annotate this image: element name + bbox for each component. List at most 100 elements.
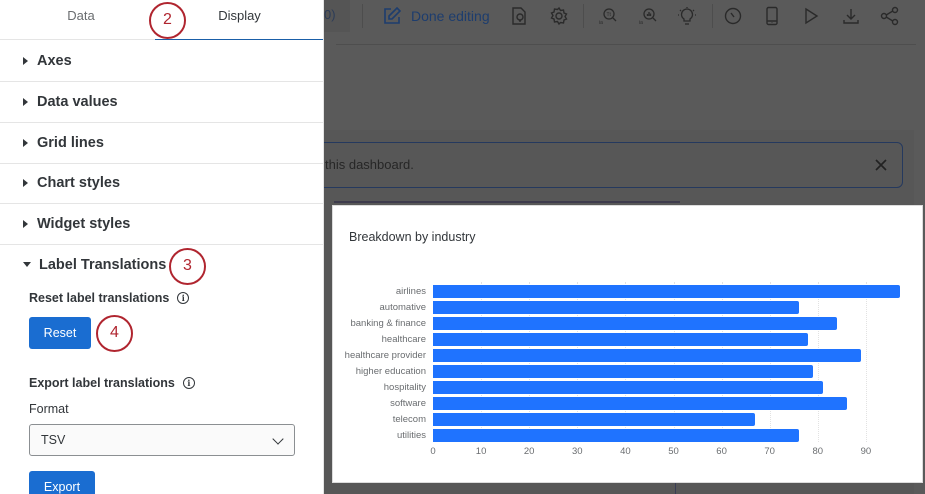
category-label: banking & finance xyxy=(350,318,426,329)
reset-heading-text: Reset label translations xyxy=(29,291,170,305)
category-label: healthcare provider xyxy=(344,350,426,361)
lightbulb-icon xyxy=(678,7,696,25)
section-data-values[interactable]: Data values xyxy=(0,82,323,123)
schedule-button[interactable] xyxy=(722,5,744,27)
preview-button[interactable] xyxy=(800,5,822,27)
format-select[interactable]: TSV xyxy=(29,424,295,456)
step-callout-2: 2 xyxy=(149,2,186,39)
x-tick-label: 10 xyxy=(475,446,487,457)
caret-right-icon xyxy=(23,139,28,147)
bar[interactable] xyxy=(433,429,799,442)
settings-button[interactable] xyxy=(548,5,570,27)
done-editing-icon xyxy=(384,6,402,24)
x-tick-label: 20 xyxy=(523,446,535,457)
section-chart-styles[interactable]: Chart styles xyxy=(0,163,323,204)
format-select-value: TSV xyxy=(41,433,66,447)
step-callout-4: 4 xyxy=(96,315,133,352)
tab-data[interactable]: Data xyxy=(67,8,95,23)
section-label: Data values xyxy=(37,94,118,110)
done-editing-label: Done editing xyxy=(411,8,490,24)
svg-text:Tt: Tt xyxy=(607,12,612,18)
category-label: software xyxy=(390,398,426,409)
bar-chart: 0 10 20 30 40 50 60 70 80 90 airlines automative ban… xyxy=(333,206,924,484)
gridline xyxy=(817,282,819,442)
chart-search-button[interactable]: ia xyxy=(637,5,659,27)
format-label: Format xyxy=(29,402,69,416)
info-icon[interactable]: i xyxy=(182,377,195,389)
close-icon[interactable] xyxy=(872,156,890,174)
mobile-icon xyxy=(766,6,778,26)
x-tick-label: 80 xyxy=(812,446,824,457)
notice-text: this dashboard. xyxy=(325,157,414,172)
category-label: utilities xyxy=(396,430,426,441)
section-widget-styles[interactable]: Widget styles xyxy=(0,204,323,245)
caret-right-icon xyxy=(23,220,28,228)
toolbar-divider xyxy=(712,4,713,28)
bar[interactable] xyxy=(433,365,813,378)
translate-button[interactable]: Tt ia xyxy=(597,5,619,27)
lightbulb-document-icon xyxy=(512,7,526,25)
settings-tabs: Data Display xyxy=(0,0,323,40)
chevron-down-icon xyxy=(272,433,284,445)
section-label: Widget styles xyxy=(37,216,131,232)
play-icon xyxy=(805,7,819,25)
category-label: healthcare xyxy=(381,334,426,345)
gridline xyxy=(673,282,675,442)
section-label: Label Translations xyxy=(39,256,167,273)
chart-search-icon: ia xyxy=(639,8,657,26)
gridline xyxy=(529,282,531,442)
bar[interactable] xyxy=(433,397,847,410)
bar[interactable] xyxy=(433,413,756,426)
bar[interactable] xyxy=(433,301,799,314)
info-icon[interactable]: i xyxy=(177,292,190,304)
reset-button[interactable]: Reset xyxy=(29,317,91,349)
reset-label-translations-heading: Reset label translations i xyxy=(29,291,190,305)
export-button[interactable]: Export xyxy=(29,471,95,494)
section-grid-lines[interactable]: Grid lines xyxy=(0,123,323,164)
share-icon xyxy=(880,6,899,26)
dashboard-toolbar: 0) Done editing Tt ia ia xyxy=(324,0,925,34)
gridline xyxy=(481,282,483,442)
gridline xyxy=(625,282,627,442)
caret-right-icon xyxy=(23,179,28,187)
toolbar-prev-button[interactable]: 0) xyxy=(324,0,350,32)
download-button[interactable] xyxy=(840,5,862,27)
toolbar-divider xyxy=(583,4,584,28)
share-button[interactable] xyxy=(879,5,901,27)
bar[interactable] xyxy=(433,381,823,394)
toolbar-divider-line xyxy=(336,44,916,45)
bar[interactable] xyxy=(433,285,900,298)
bar[interactable] xyxy=(433,317,838,330)
section-label: Grid lines xyxy=(37,135,104,151)
widget-edge xyxy=(675,483,676,494)
category-label: telecom xyxy=(392,414,426,425)
x-tick-label: 0 xyxy=(430,446,436,457)
ideas-button[interactable] xyxy=(676,5,698,27)
clock-icon xyxy=(724,7,742,25)
gridline xyxy=(577,282,579,442)
caret-right-icon xyxy=(23,98,28,106)
x-tick-label: 60 xyxy=(716,446,727,457)
done-editing-button[interactable]: Done editing xyxy=(382,4,490,28)
x-tick-label: 90 xyxy=(860,446,872,457)
gridline xyxy=(721,282,723,442)
section-label: Chart styles xyxy=(37,175,121,191)
gridline xyxy=(865,282,867,442)
insights-button[interactable] xyxy=(508,5,530,27)
mobile-preview-button[interactable] xyxy=(761,5,783,27)
section-axes[interactable]: Axes xyxy=(0,41,323,82)
chart-widget[interactable]: Breakdown by industry 0 10 20 30 40 50 60 70 80 9… xyxy=(332,205,923,483)
section-label-translations[interactable]: Label Translations xyxy=(0,244,323,285)
step-callout-3: 3 xyxy=(169,248,206,285)
bar[interactable] xyxy=(433,333,809,346)
gear-icon xyxy=(550,6,568,26)
bar[interactable] xyxy=(433,349,862,362)
widget-edge xyxy=(334,201,680,203)
x-tick-label: 30 xyxy=(572,446,583,457)
chart-title: Breakdown by industry xyxy=(349,230,476,244)
category-label: higher education xyxy=(355,366,426,377)
section-label: Axes xyxy=(37,53,72,69)
caret-down-icon xyxy=(23,262,31,267)
tab-display[interactable]: Display xyxy=(155,0,323,40)
